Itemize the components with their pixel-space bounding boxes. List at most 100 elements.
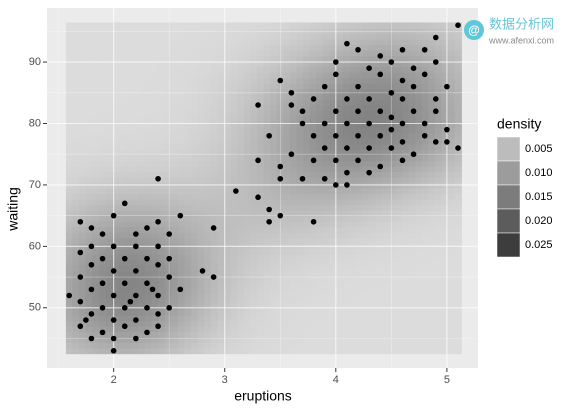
density-tile	[210, 121, 219, 128]
density-tile	[204, 88, 212, 95]
density-tile	[72, 276, 80, 283]
density-tile	[92, 61, 100, 68]
density-tile	[204, 265, 212, 272]
density-tile	[118, 221, 126, 228]
density-tile	[289, 138, 298, 145]
density-tile	[257, 171, 265, 178]
density-tile	[191, 281, 199, 288]
density-tile	[408, 44, 416, 51]
density-tile	[349, 22, 357, 29]
density-tile	[138, 314, 146, 322]
density-tile	[85, 210, 93, 217]
density-tile	[415, 204, 423, 211]
density-tile	[171, 309, 179, 316]
density-tile	[112, 171, 120, 178]
density-tile	[336, 83, 344, 90]
density-tile	[197, 72, 205, 79]
density-tile	[257, 182, 265, 189]
density-tile	[79, 143, 87, 150]
density-tile	[369, 331, 377, 338]
density-tile	[197, 248, 205, 255]
density-tile	[316, 232, 324, 239]
density-tile	[85, 154, 93, 162]
density-tile	[283, 61, 291, 68]
density-tile	[309, 265, 317, 272]
density-tile	[138, 248, 146, 255]
density-tile	[112, 121, 120, 128]
density-tile	[355, 127, 364, 134]
density-tile	[270, 314, 278, 322]
density-tile	[408, 254, 416, 261]
point	[355, 108, 361, 115]
density-tile	[322, 254, 331, 261]
density-tile	[309, 149, 317, 156]
density-tile	[98, 22, 107, 29]
density-tile	[79, 27, 87, 35]
density-tile	[217, 138, 225, 145]
density-tile	[92, 259, 100, 266]
density-tile	[322, 342, 331, 349]
density-tile	[257, 160, 265, 167]
density-tile	[112, 110, 120, 117]
density-tile	[177, 77, 186, 84]
density-tile	[415, 325, 423, 333]
density-tile	[296, 143, 304, 150]
density-tile	[98, 199, 107, 206]
density-tile	[177, 27, 186, 35]
density-tile	[144, 287, 153, 294]
points	[66, 22, 461, 354]
density-tile	[296, 165, 304, 173]
density-tile	[329, 154, 337, 162]
density-tile	[342, 254, 350, 261]
density-tile	[289, 105, 298, 112]
density-tile	[342, 270, 350, 277]
density-tile	[197, 265, 205, 272]
density-tile	[250, 265, 258, 272]
density-tile	[79, 22, 87, 29]
density-tile	[197, 182, 205, 189]
density-tile	[289, 193, 298, 200]
density-tile	[448, 154, 456, 162]
density-tile	[362, 143, 370, 150]
density-tile	[428, 215, 436, 222]
density-tile	[131, 61, 140, 68]
point	[121, 255, 128, 262]
density-tile	[184, 265, 192, 272]
density-tile	[171, 143, 179, 150]
density-tile	[177, 176, 186, 184]
density-tile	[289, 248, 298, 255]
density-tile	[138, 55, 146, 62]
density-tile	[415, 50, 423, 57]
density-tile	[448, 77, 456, 84]
density-tile	[204, 138, 212, 145]
density-tile	[263, 83, 271, 90]
density-tile	[303, 50, 311, 57]
density-tile	[250, 33, 258, 40]
density-tile	[303, 132, 311, 139]
density-tile	[177, 232, 186, 239]
density-tile	[421, 337, 429, 344]
density-tile	[197, 77, 205, 84]
density-tile	[382, 303, 390, 311]
density-tile	[395, 105, 403, 112]
density-tile	[131, 66, 140, 73]
density-tile	[283, 325, 291, 333]
density-tile	[375, 254, 383, 261]
density-tile	[72, 33, 80, 40]
point	[333, 157, 339, 164]
density-tile	[382, 94, 390, 101]
density-tile	[316, 66, 324, 73]
density-tile	[388, 320, 397, 327]
density-tile	[303, 337, 311, 344]
density-tile	[204, 83, 212, 90]
density-tile	[237, 154, 245, 162]
density-tile	[309, 259, 317, 266]
density-tile	[257, 314, 265, 322]
density-tile	[441, 303, 449, 311]
density-tile	[375, 314, 383, 322]
density-tile	[454, 204, 462, 211]
density-tile	[388, 303, 397, 311]
density-tile	[408, 265, 416, 272]
point	[133, 231, 139, 237]
point	[444, 83, 450, 90]
